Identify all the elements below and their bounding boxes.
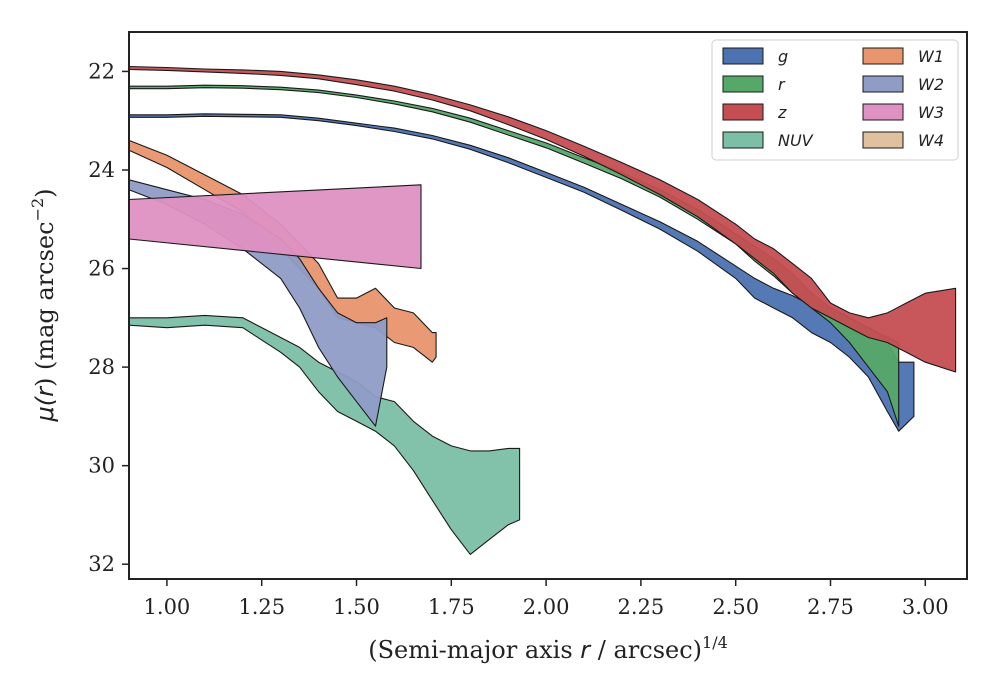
band-r xyxy=(128,84,900,427)
y-tick-label: 26 xyxy=(88,257,115,281)
legend-swatch-r xyxy=(722,75,764,93)
series-bands xyxy=(128,65,957,555)
band-g xyxy=(128,113,915,432)
x-axis-label-var: r xyxy=(580,636,592,664)
legend-label-z: z xyxy=(777,103,787,122)
x-axis-label: (Semi-major axis r / arcsec)1/4 xyxy=(368,633,728,664)
legend-swatch-nuv xyxy=(722,131,764,149)
y-tick-label: 30 xyxy=(88,454,115,478)
plot-frame xyxy=(128,31,968,580)
legend-frame xyxy=(711,39,959,161)
legend-label-w1: W1 xyxy=(918,47,944,66)
x-axis: 1.00 1.25 1.50 1.75 2.00 2.25 2.50 2.75 3.00 xyxy=(144,579,949,619)
legend-label-w2: W2 xyxy=(918,75,944,94)
x-tick-label: 1.25 xyxy=(238,595,285,619)
legend-label-w3: W3 xyxy=(918,103,944,122)
x-tick-label: 1.75 xyxy=(428,595,475,619)
y-tick-label: 22 xyxy=(88,59,115,83)
x-tick-label: 3.00 xyxy=(902,595,949,619)
y-axis: 22 24 26 28 30 32 xyxy=(88,59,129,576)
y-tick-label: 32 xyxy=(88,552,115,576)
x-axis-label-pre: (Semi-major axis xyxy=(368,636,580,664)
x-axis-label-sup: 1/4 xyxy=(702,633,728,652)
x-tick-label: 2.00 xyxy=(523,595,570,619)
legend-label-nuv: NUV xyxy=(778,131,814,150)
y-axis-label-mu: μ( xyxy=(31,395,59,422)
y-tick-label: 28 xyxy=(88,355,115,379)
legend-swatch-w4 xyxy=(862,131,904,149)
x-tick-label: 1.00 xyxy=(144,595,191,619)
band-z xyxy=(128,65,957,373)
legend-label-g: g xyxy=(778,47,788,66)
x-axis-label-mid: / arcsec) xyxy=(590,636,702,664)
x-tick-label: 2.75 xyxy=(807,595,854,619)
y-axis-label-close: ) xyxy=(31,188,59,197)
legend-swatch-g xyxy=(722,47,764,65)
legend-swatch-w2 xyxy=(862,75,904,93)
legend-label-w4: W4 xyxy=(918,131,944,150)
y-axis-label-sup: −2 xyxy=(28,198,47,222)
x-tick-label: 2.50 xyxy=(712,595,759,619)
y-axis-label-var: r xyxy=(31,385,59,397)
legend-label-r: r xyxy=(778,75,786,94)
y-axis-label-rest: ) (mag arcsec xyxy=(31,221,59,387)
y-tick-label: 24 xyxy=(88,158,115,182)
legend-swatch-w1 xyxy=(862,47,904,65)
y-axis-label: μ(r) (mag arcsec−2) xyxy=(28,188,59,422)
x-tick-label: 1.50 xyxy=(333,595,380,619)
legend-swatch-z xyxy=(722,103,764,121)
legend-swatch-w3 xyxy=(862,103,904,121)
legend: grz NUV W1 W2 W3 W4 xyxy=(711,39,959,161)
band-nuv xyxy=(128,314,521,555)
x-tick-label: 2.25 xyxy=(618,595,665,619)
